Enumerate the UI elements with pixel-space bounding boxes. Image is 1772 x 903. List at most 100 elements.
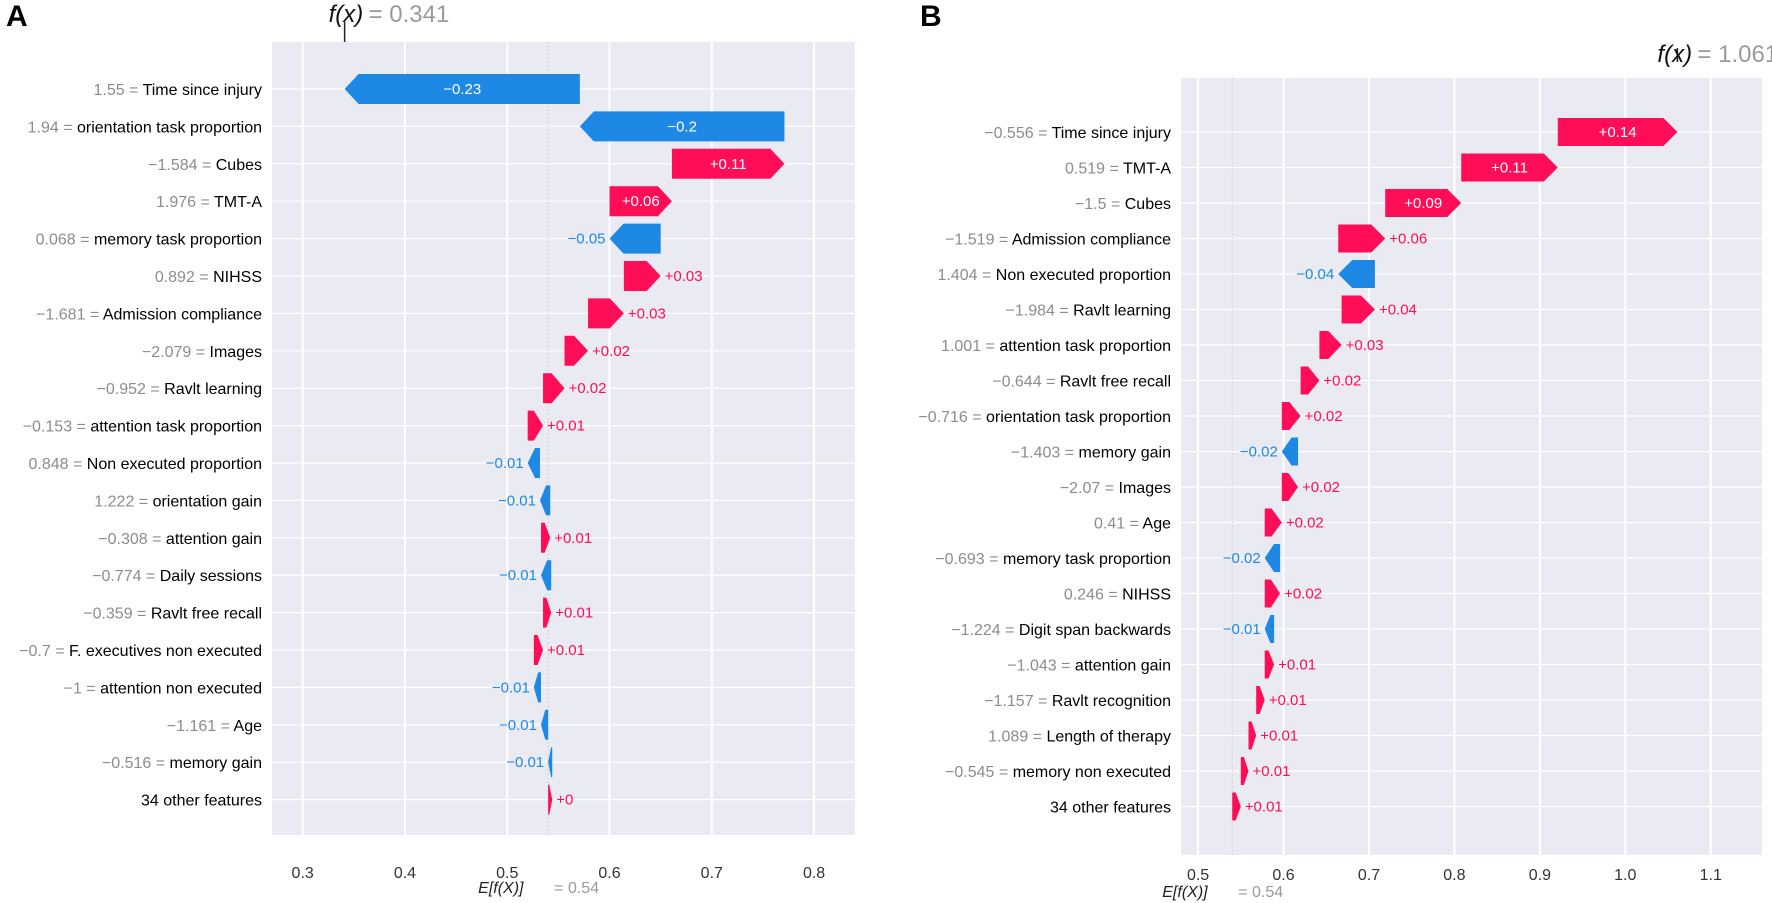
bar-value-label: +0.09	[1404, 195, 1442, 212]
feature-value: 0.41 =	[1094, 516, 1143, 533]
feature-name: Ravlt learning	[1073, 303, 1171, 320]
feature-name: TMT-A	[1123, 161, 1171, 178]
feature-name: Admission compliance	[1012, 232, 1171, 249]
x-tick-label: 0.6	[1272, 867, 1294, 884]
feature-name: memory task proportion	[1003, 551, 1171, 568]
feature-label: −1.584 = Cubes	[148, 157, 262, 174]
feature-name: orientation task proportion	[77, 119, 262, 136]
x-tick-label: 0.5	[496, 865, 518, 882]
feature-label: 0.246 = NIHSS	[1064, 587, 1171, 604]
bar-value-label: −0.02	[1240, 444, 1278, 461]
waterfall-bar	[1557, 118, 1678, 146]
feature-label: 1.976 = TMT-A	[156, 194, 262, 211]
feature-label: −0.693 = memory task proportion	[935, 551, 1171, 568]
feature-label: −0.516 = memory gain	[102, 755, 262, 772]
feature-value: −1.043 =	[1007, 658, 1075, 675]
waterfall-bar	[579, 111, 785, 142]
bar-value-label: −0.23	[443, 81, 481, 98]
waterfall-bar	[1319, 331, 1342, 359]
feature-label: −0.774 = Daily sessions	[92, 568, 262, 585]
feature-name: Non executed proportion	[996, 267, 1171, 284]
feature-value: −1.161 =	[167, 718, 234, 735]
panel-letter: B	[920, 0, 942, 33]
expected-value: = 0.54	[554, 880, 599, 897]
feature-value: 0.068 =	[36, 232, 94, 249]
bar-value-label: +0.02	[1286, 515, 1324, 532]
feature-name: Daily sessions	[160, 568, 262, 585]
bar-value-label: +0.11	[1491, 160, 1528, 177]
feature-value: 1.976 =	[156, 194, 214, 211]
feature-name: Ravlt learning	[164, 381, 262, 398]
feature-value: −1.403 =	[1011, 445, 1079, 462]
waterfall-bar	[623, 261, 661, 291]
bar-value-label: −0.05	[568, 231, 606, 248]
panel-a: A 0.3 0.4 0.5 0.6 0.7 0.8 f(x) = 0.341 E[f(X)] = 0…	[6, 0, 855, 897]
bar-value-label: −0.01	[492, 679, 530, 696]
feature-label: −0.308 = attention gain	[98, 531, 262, 548]
x-tick-label: 0.8	[803, 865, 825, 882]
waterfall-bar	[344, 74, 580, 104]
waterfall-bar	[527, 410, 544, 441]
feature-name: attention non executed	[100, 680, 262, 697]
feature-name: Time since injury	[1052, 125, 1171, 142]
feature-value: −0.556 =	[984, 125, 1051, 142]
feature-value: 1.222 =	[94, 493, 152, 510]
bar-value-label: −0.01	[1223, 621, 1261, 638]
feature-name: Cubes	[216, 157, 262, 174]
feature-name: Length of therapy	[1046, 729, 1171, 746]
waterfall-bar	[588, 298, 624, 329]
waterfall-bar	[1385, 189, 1462, 217]
bar-value-label: +0.01	[1245, 799, 1283, 816]
feature-value: 0.246 =	[1064, 587, 1122, 604]
feature-name: memory task proportion	[94, 232, 262, 249]
feature-name: Admission compliance	[103, 306, 262, 323]
waterfall-bar	[1232, 792, 1241, 821]
fx-value: = 1.061	[1697, 41, 1772, 68]
waterfall-bar	[1256, 686, 1265, 714]
waterfall-bar	[1264, 544, 1281, 572]
bar-value-label: −0.01	[498, 492, 536, 509]
expected-value-label: E[f(X)]	[478, 880, 524, 897]
feature-label: −0.556 = Time since injury	[984, 125, 1171, 142]
waterfall-bar	[1264, 615, 1275, 643]
feature-label: −2.07 = Images	[1060, 480, 1171, 497]
feature-name: orientation task proportion	[986, 409, 1171, 426]
feature-label: −1.161 = Age	[167, 718, 262, 735]
feature-label: −1.157 = Ravlt recognition	[984, 693, 1171, 710]
feature-label: 1.55 = Time since injury	[93, 82, 262, 99]
feature-value: −0.7 =	[19, 643, 69, 660]
feature-value: −0.644 =	[992, 374, 1060, 391]
waterfall-bar	[609, 223, 661, 254]
waterfall-bar	[1264, 650, 1275, 679]
feature-label: −0.952 = Ravlt learning	[97, 381, 262, 398]
x-tick-label: 1.0	[1614, 867, 1636, 884]
bar-value-label: +0.01	[1278, 657, 1316, 674]
feature-name: attention gain	[166, 531, 262, 548]
waterfall-bar	[1281, 437, 1299, 466]
x-tick-label: 0.7	[701, 865, 723, 882]
expected-value-label: E[f(X)]	[1162, 884, 1208, 901]
bar-value-label: +0.02	[569, 380, 607, 397]
waterfall-bar	[543, 597, 552, 628]
waterfall-bar	[540, 709, 549, 740]
bar-value-label: +0.01	[1260, 728, 1298, 745]
bar-value-label: +0.14	[1599, 124, 1637, 141]
expected-value: = 0.54	[1238, 884, 1283, 901]
feature-name: memory non executed	[1013, 764, 1171, 781]
feature-label: 34 other features	[141, 793, 262, 810]
x-tick-label: 0.6	[598, 865, 620, 882]
waterfall-bar	[1338, 224, 1386, 253]
feature-label: −1.681 = Admission compliance	[36, 306, 262, 323]
waterfall-bar	[1264, 579, 1281, 608]
waterfall-bar	[1281, 402, 1301, 430]
bar-value-label: +0.02	[1323, 373, 1361, 390]
feature-label: −0.7 = F. executives non executed	[19, 643, 262, 660]
waterfall-bar	[1281, 473, 1299, 501]
bar-value-label: +0.01	[547, 642, 585, 659]
bar-value-label: −0.02	[1223, 550, 1261, 567]
feature-label: −0.716 = orientation task proportion	[918, 409, 1171, 426]
fx-label: f(x)	[1657, 41, 1692, 68]
feature-name: attention task proportion	[90, 419, 262, 436]
feature-value: 0.848 =	[28, 456, 86, 473]
waterfall-bar	[533, 635, 544, 665]
